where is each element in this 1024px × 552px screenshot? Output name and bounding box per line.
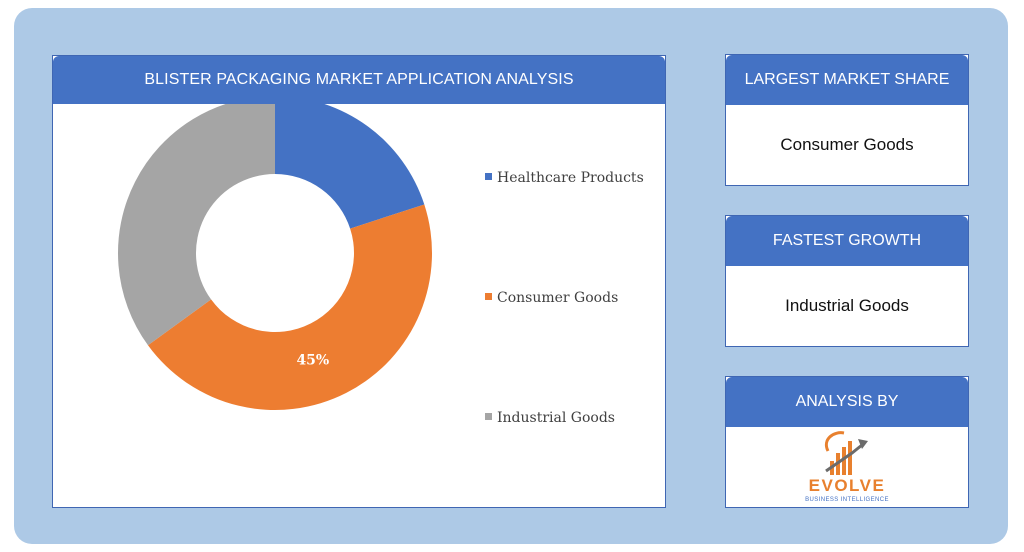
largest-share-card: LARGEST MARKET SHARE Consumer Goods [725, 54, 969, 186]
chart-card: BLISTER PACKAGING MARKET APPLICATION ANA… [52, 55, 666, 508]
fastest-growth-value: Industrial Goods [785, 296, 909, 315]
evolve-logo: EVOLVE BUSINESS INTELLIGENCE [805, 431, 889, 503]
chart-card-title: BLISTER PACKAGING MARKET APPLICATION ANA… [53, 56, 665, 104]
growth-bars-arrow-icon [825, 431, 868, 475]
legend-label: Healthcare Products [497, 170, 644, 186]
legend-swatch [485, 293, 492, 300]
logo-tagline: BUSINESS INTELLIGENCE [805, 497, 889, 503]
donut-slice-consumer-goods [147, 204, 433, 411]
analysis-by-title: ANALYSIS BY [726, 377, 968, 427]
legend-label: Industrial Goods [497, 410, 615, 426]
legend-label: Consumer Goods [497, 290, 618, 306]
fastest-growth-title: FASTEST GROWTH [726, 216, 968, 266]
donut-slice-industrial-goods [118, 104, 275, 346]
largest-share-value: Consumer Goods [780, 135, 914, 154]
largest-share-title: LARGEST MARKET SHARE [726, 55, 968, 105]
legend-swatch [485, 173, 492, 180]
fastest-growth-card: FASTEST GROWTH Industrial Goods [725, 215, 969, 347]
donut-slice-healthcare-products [275, 104, 425, 229]
analysis-by-card: ANALYSIS BY EVOLVE BUSINESS INTELLIGENCE [725, 376, 969, 508]
logo-name: EVOLVE [809, 476, 886, 495]
donut-chart: 45% Healthcare Products Consumer Goods Ind… [118, 104, 644, 426]
legend-swatch [485, 413, 492, 420]
data-label: 45% [296, 353, 329, 369]
